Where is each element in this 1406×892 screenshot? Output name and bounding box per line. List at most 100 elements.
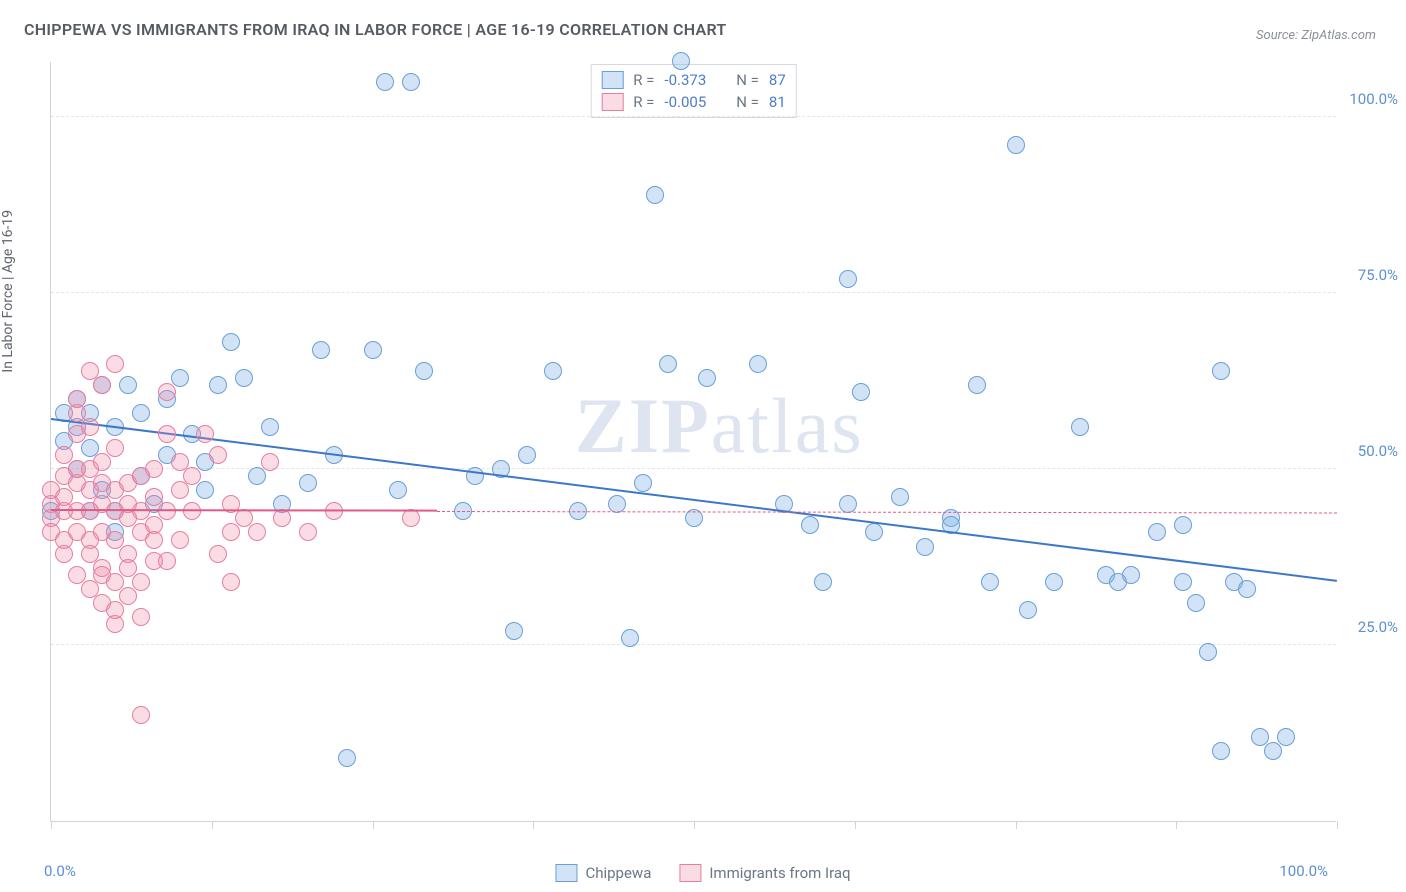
n-label: N = — [736, 71, 759, 89]
scatter-point — [183, 502, 201, 520]
scatter-point — [1019, 601, 1037, 619]
scatter-point — [1174, 516, 1192, 534]
legend-swatch — [555, 864, 577, 882]
scatter-point — [222, 333, 240, 351]
scatter-point — [981, 573, 999, 591]
scatter-point — [814, 573, 832, 591]
legend-row: R =-0.373N =87 — [601, 69, 786, 91]
scatter-point — [1045, 573, 1063, 591]
x-tick — [212, 821, 213, 829]
scatter-point — [402, 509, 420, 527]
legend-item: Chippewa — [555, 864, 651, 882]
scatter-point — [299, 523, 317, 541]
scatter-point — [132, 706, 150, 724]
scatter-point — [749, 355, 767, 373]
scatter-point — [968, 376, 986, 394]
chart-title: CHIPPEWA VS IMMIGRANTS FROM IRAQ IN LABO… — [24, 20, 727, 39]
scatter-point — [68, 390, 86, 408]
x-tick — [1337, 821, 1338, 829]
scatter-point — [183, 467, 201, 485]
scatter-point — [248, 523, 266, 541]
scatter-point — [93, 376, 111, 394]
scatter-point — [196, 481, 214, 499]
gridline — [51, 116, 1336, 117]
scatter-point — [839, 270, 857, 288]
scatter-point — [338, 749, 356, 767]
x-axis-label-max: 100.0% — [1279, 862, 1328, 880]
scatter-point — [415, 362, 433, 380]
scatter-point — [518, 446, 536, 464]
series-legend: Chippewa Immigrants from Iraq — [555, 864, 850, 882]
scatter-point — [672, 52, 690, 70]
y-axis-label: In Labor Force | Age 16-19 — [0, 210, 16, 373]
scatter-point — [158, 502, 176, 520]
scatter-point — [132, 404, 150, 422]
scatter-point — [106, 355, 124, 373]
x-tick — [51, 821, 52, 829]
y-tick-label: 25.0% — [1358, 618, 1398, 636]
y-tick-label: 75.0% — [1358, 266, 1398, 284]
r-value: -0.373 — [664, 71, 706, 89]
scatter-point — [1277, 728, 1295, 746]
r-label: R = — [633, 93, 654, 111]
gridline — [51, 468, 1336, 469]
scatter-point — [1187, 594, 1205, 612]
legend-item: Immigrants from Iraq — [679, 864, 850, 882]
scatter-point — [132, 573, 150, 591]
scatter-point — [81, 418, 99, 436]
watermark-thin: atlas — [711, 382, 864, 469]
watermark: ZIPatlas — [575, 381, 864, 471]
x-tick — [855, 821, 856, 829]
scatter-point — [852, 383, 870, 401]
scatter-point — [505, 622, 523, 640]
scatter-point — [209, 376, 227, 394]
scatter-point — [364, 341, 382, 359]
legend-swatch — [601, 71, 623, 89]
scatter-point — [299, 474, 317, 492]
scatter-point — [389, 481, 407, 499]
watermark-bold: ZIP — [575, 382, 711, 469]
scatter-point — [1122, 566, 1140, 584]
x-tick — [373, 821, 374, 829]
scatter-point — [698, 369, 716, 387]
scatter-point — [171, 531, 189, 549]
scatter-point — [261, 418, 279, 436]
scatter-point — [209, 446, 227, 464]
scatter-point — [402, 73, 420, 91]
scatter-point — [1007, 136, 1025, 154]
y-tick-label: 100.0% — [1349, 90, 1398, 108]
legend-swatch — [601, 93, 623, 111]
x-tick — [533, 821, 534, 829]
scatter-point — [544, 362, 562, 380]
r-value: -0.005 — [664, 93, 706, 111]
scatter-point — [634, 474, 652, 492]
scatter-point — [916, 538, 934, 556]
trend-line — [51, 418, 1337, 582]
scatter-point — [106, 601, 124, 619]
scatter-point — [106, 439, 124, 457]
scatter-point — [839, 495, 857, 513]
scatter-point — [1071, 418, 1089, 436]
x-tick — [1016, 821, 1017, 829]
scatter-point — [145, 531, 163, 549]
scatter-point — [119, 376, 137, 394]
legend-row: R =-0.005N =81 — [601, 91, 786, 113]
r-label: R = — [633, 71, 654, 89]
scatter-point — [1212, 742, 1230, 760]
scatter-point — [222, 573, 240, 591]
scatter-point — [145, 460, 163, 478]
scatter-point — [171, 481, 189, 499]
x-axis-label-min: 0.0% — [44, 862, 76, 880]
scatter-point — [196, 425, 214, 443]
scatter-point — [312, 341, 330, 359]
gridline — [51, 644, 1336, 645]
scatter-point — [659, 355, 677, 373]
scatter-point — [171, 369, 189, 387]
x-tick — [694, 821, 695, 829]
legend-label: Chippewa — [585, 864, 651, 882]
scatter-point — [119, 587, 137, 605]
scatter-point — [801, 516, 819, 534]
scatter-point — [1238, 580, 1256, 598]
scatter-point — [222, 523, 240, 541]
scatter-point — [261, 453, 279, 471]
